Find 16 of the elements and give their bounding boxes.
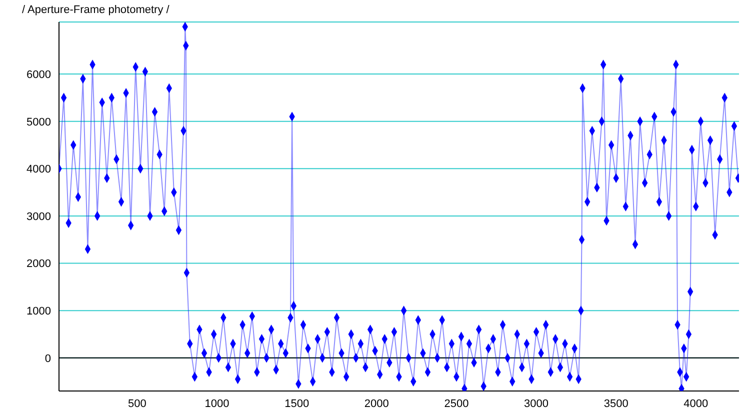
y-tick-label: 3000 (26, 210, 51, 223)
x-tick-label: 2500 (444, 398, 469, 410)
y-tick-label: 6000 (26, 68, 51, 81)
y-tick-label: 4000 (26, 164, 51, 176)
x-tick-label: 500 (128, 398, 146, 410)
x-tick-label: 2000 (364, 398, 389, 410)
x-tick-label: 3500 (604, 398, 628, 410)
y-tick-label: 2000 (26, 258, 51, 270)
x-tick-label: 3000 (524, 398, 549, 410)
chart-title: / Aperture-Frame photometry / (22, 4, 170, 16)
y-tick-label: 0 (44, 352, 51, 365)
x-tick-label: 4000 (684, 398, 708, 410)
y-tick-label: 5000 (26, 116, 51, 128)
y-tick-label: 1000 (26, 305, 51, 318)
x-tick-label: 1000 (204, 398, 230, 410)
x-tick-label: 1500 (284, 398, 310, 410)
